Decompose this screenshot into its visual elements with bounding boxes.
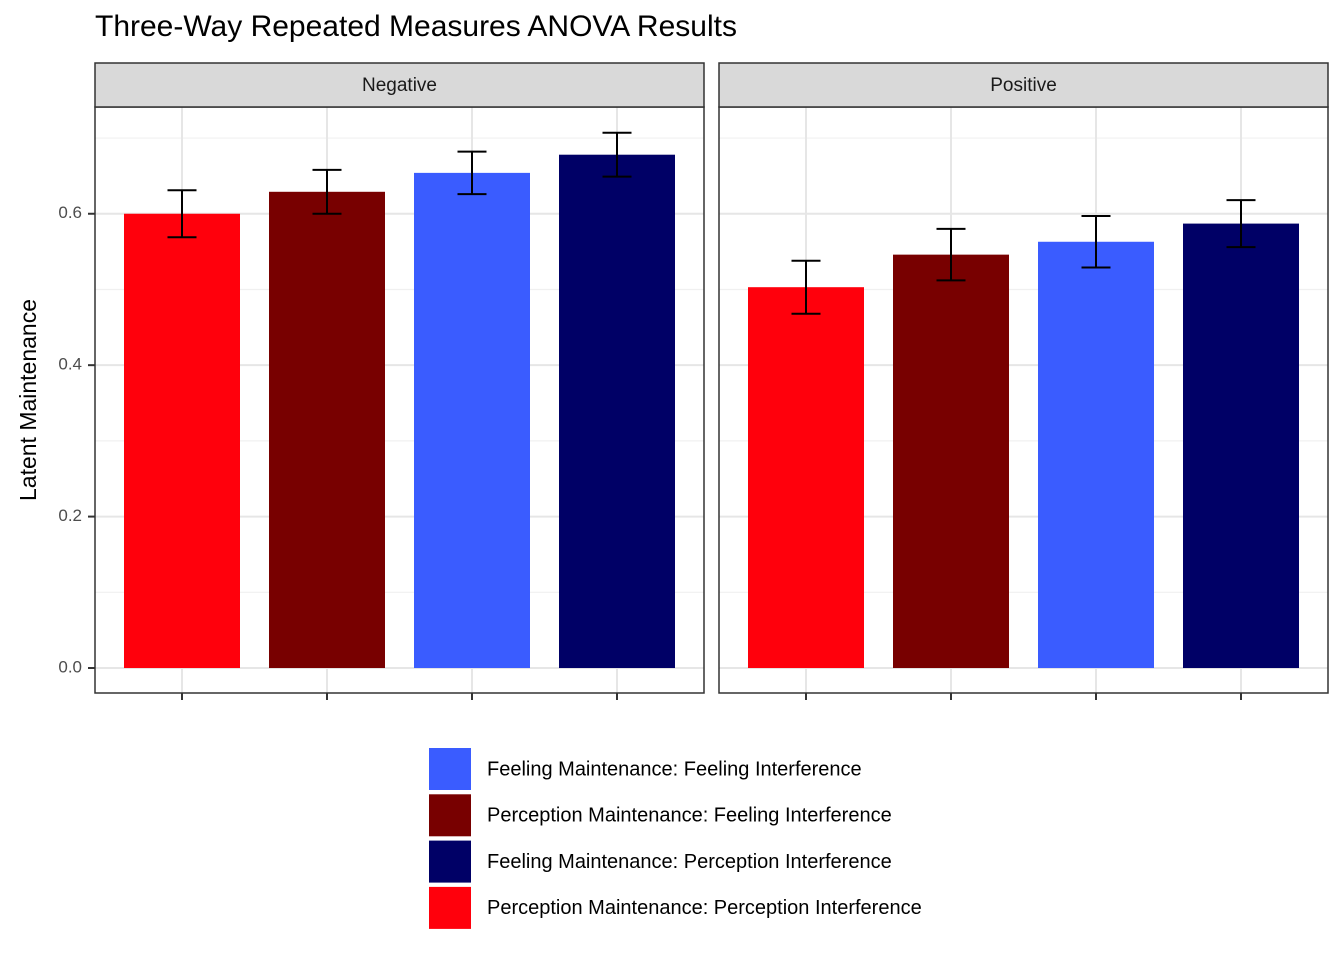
y-tick-label: 0.4 [58,355,82,374]
legend-label: Feeling Maintenance: Feeling Interferenc… [487,758,862,780]
bar [1183,223,1299,669]
y-axis-label: Latent Maintenance [15,299,41,501]
bar [1038,241,1154,669]
bar [269,191,385,669]
error-bar [167,189,197,239]
error-bar [1081,215,1111,269]
legend-label: Perception Maintenance: Feeling Interfer… [487,805,892,827]
legend-key [429,794,471,837]
facet-label: Negative [362,75,437,96]
error-bar [791,259,821,315]
bar [893,254,1009,669]
bar [748,287,864,669]
bar [414,172,530,669]
legend-label: Feeling Maintenance: Perception Interfer… [487,851,892,873]
error-bar [602,131,632,178]
legend-label: Perception Maintenance: Perception Inter… [487,897,922,919]
legend-key [429,840,471,883]
chart-title: Three-Way Repeated Measures ANOVA Result… [95,10,737,43]
bar [559,154,675,669]
facet-label: Positive [990,75,1057,96]
bar [124,213,240,669]
y-tick-label: 0.0 [58,657,82,676]
error-bar [1226,199,1256,249]
legend-key [429,886,471,929]
y-tick-label: 0.2 [58,506,82,525]
y-tick-label: 0.6 [58,203,82,222]
error-bar [936,227,966,282]
legend-key [429,748,471,790]
error-bar [312,168,342,215]
error-bar [457,150,487,196]
facet-strip [94,62,705,108]
facet-strip [718,62,1329,108]
